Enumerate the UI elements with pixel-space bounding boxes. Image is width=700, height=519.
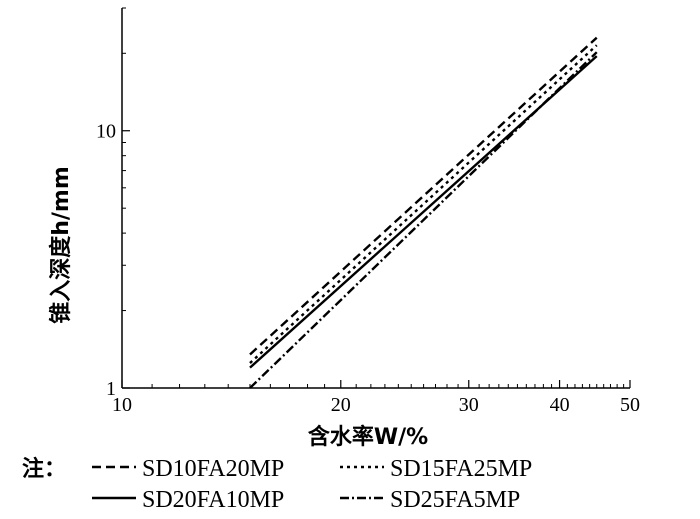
- series-lines: [249, 36, 598, 389]
- x-tick-label: 10: [112, 394, 132, 416]
- tick-marks: [121, 7, 631, 389]
- x-tick-label: 30: [459, 394, 479, 416]
- y-tick-label: 10: [96, 121, 116, 143]
- series-line-2: [249, 44, 598, 364]
- legend-label-2: SD15FA25MP: [390, 456, 532, 482]
- y-axis-title: 锥入深度h/mm: [48, 166, 74, 324]
- y-tick-label: 1: [106, 378, 116, 400]
- legend-label-4: SD25FA5MP: [390, 487, 520, 513]
- x-tick-label: 40: [550, 394, 570, 416]
- series-line-4: [249, 51, 598, 389]
- legend-label-1: SD10FA20MP: [142, 456, 284, 482]
- legend-label-3: SD20FA10MP: [142, 487, 284, 513]
- series-line-1: [249, 36, 598, 356]
- x-axis-title: 含水率W/%: [308, 424, 428, 450]
- legend: 注： SD10FA20MP SD15FA25MP SD20FA10MP SD25FA5…: [22, 456, 532, 513]
- axes: [121, 8, 630, 389]
- note-label: 注：: [22, 456, 66, 482]
- series-line-3: [249, 55, 598, 369]
- x-tick-label: 50: [620, 394, 640, 416]
- x-tick-label: 20: [331, 394, 351, 416]
